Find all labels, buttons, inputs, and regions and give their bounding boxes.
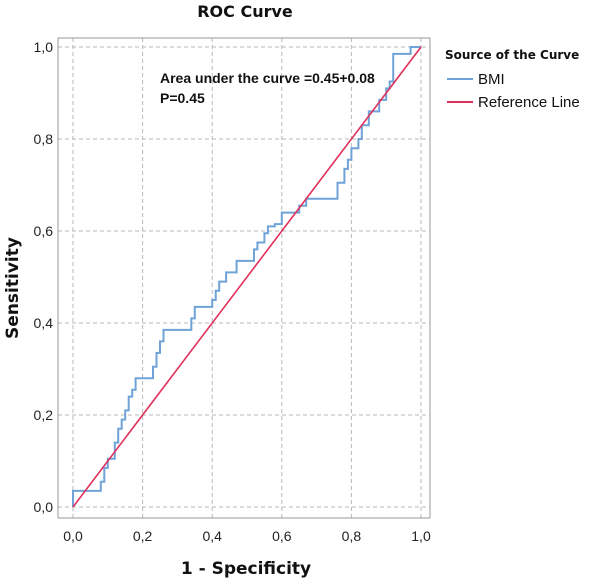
x-tick-label: 0,4 <box>202 528 222 544</box>
y-axis-label: Sensitivity <box>3 237 23 339</box>
x-tick-labels: 0,0 0,2 0,4 0,6 0,8 1,0 <box>63 528 431 544</box>
legend-title: Source of the Curve <box>445 48 579 62</box>
legend-label: BMI <box>478 71 505 88</box>
y-tick-label: 0,4 <box>34 315 54 331</box>
p-value-annotation: P=0.45 <box>160 90 205 106</box>
x-axis-label: 1 - Specificity <box>181 559 311 579</box>
x-tick-label: 1,0 <box>411 528 431 544</box>
x-tick-label: 0,2 <box>133 528 153 544</box>
grid-lines <box>58 38 430 518</box>
y-tick-label: 0,6 <box>34 223 54 239</box>
chart-title: ROC Curve <box>197 2 293 21</box>
y-tick-labels: 0,0 0,2 0,4 0,6 0,8 1,0 <box>34 39 54 515</box>
plot-frame <box>57 37 431 519</box>
legend-label: Reference Line <box>478 94 580 111</box>
series-layer <box>72 46 422 508</box>
bmi-roc-curve <box>72 46 421 507</box>
legend: BMI Reference Line <box>447 71 580 111</box>
y-tick-label: 1,0 <box>34 39 54 55</box>
reference-line <box>72 46 422 508</box>
y-tick-label: 0,2 <box>34 407 54 423</box>
x-tick-label: 0,6 <box>272 528 292 544</box>
y-tick-label: 0,8 <box>34 131 54 147</box>
x-tick-label: 0,0 <box>63 528 83 544</box>
x-tick-label: 0,8 <box>342 528 362 544</box>
auc-annotation: Area under the curve =0.45+0.08 <box>160 70 375 86</box>
y-tick-label: 0,0 <box>34 499 54 515</box>
